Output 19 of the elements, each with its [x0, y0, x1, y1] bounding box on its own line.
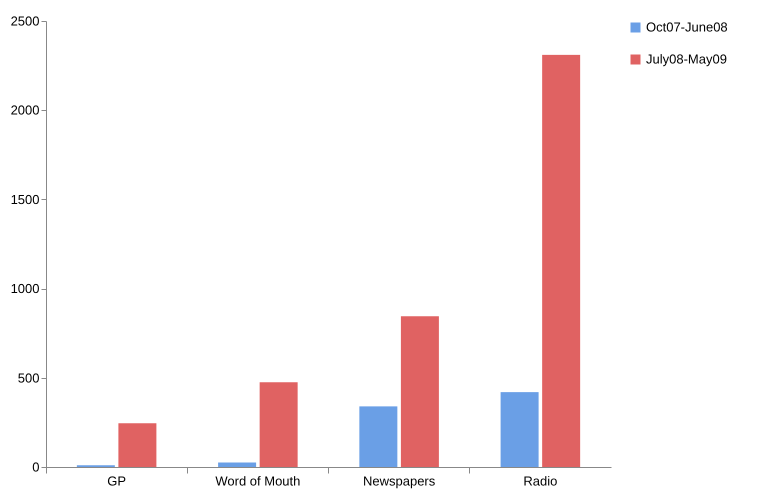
bar — [359, 406, 398, 467]
y-tick-label: 500 — [18, 370, 40, 386]
y-tick-label: 2000 — [10, 102, 40, 118]
bar — [260, 382, 298, 467]
bar — [118, 423, 156, 467]
bar — [400, 316, 439, 467]
bar — [218, 462, 256, 467]
legend-label: July08-May09 — [646, 52, 727, 66]
y-tick-label: 1500 — [10, 192, 40, 207]
x-tick-label: Newspapers — [362, 474, 436, 488]
bar — [542, 54, 580, 467]
y-tick-label: 2500 — [10, 14, 40, 28]
x-tick-label: GP — [107, 474, 126, 488]
x-tick-label: Word of Mouth — [215, 474, 300, 488]
y-tick-label: 1000 — [10, 281, 40, 296]
x-tick-label: Radio — [523, 474, 558, 488]
legend-label: Oct07-June08 — [646, 20, 728, 34]
y-tick-label: 0 — [32, 460, 40, 474]
bar — [500, 392, 539, 467]
